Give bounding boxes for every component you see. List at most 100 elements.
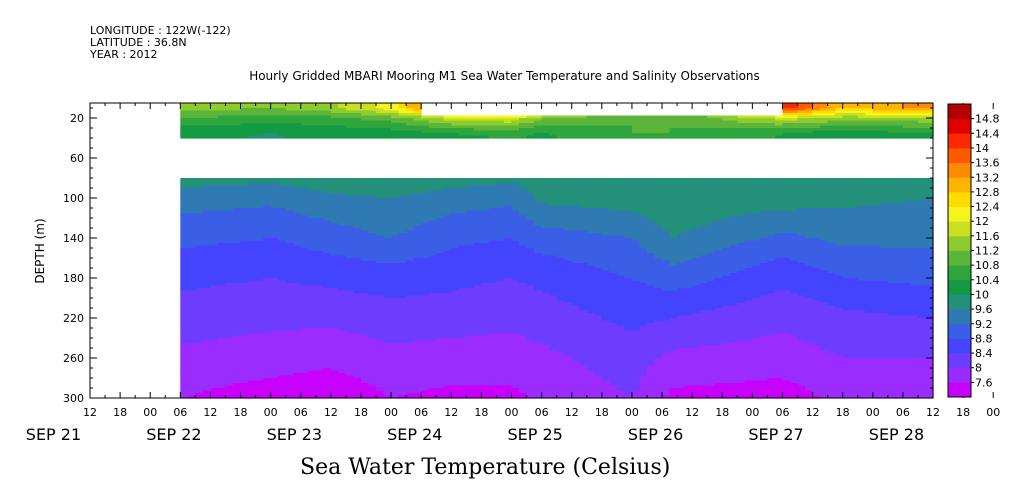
heatmap-cell [338, 273, 347, 277]
heatmap-cell [458, 240, 467, 244]
heatmap-cell [451, 235, 460, 239]
heatmap-cell [330, 270, 339, 274]
heatmap-cell [338, 315, 347, 319]
heatmap-cell [263, 373, 272, 377]
heatmap-cell [240, 303, 249, 307]
heatmap-cell [248, 343, 257, 347]
heatmap-cell [202, 255, 212, 259]
heatmap-cell [503, 295, 513, 299]
heatmap-cell [345, 178, 355, 182]
heatmap-cell [391, 318, 400, 322]
heatmap-cell [376, 223, 385, 227]
heatmap-cell [187, 370, 196, 374]
heatmap-cell [383, 360, 392, 364]
heatmap-cell [338, 178, 347, 182]
heatmap-cell [263, 248, 272, 252]
heatmap-cell [308, 343, 317, 347]
heatmap-cell [503, 275, 513, 279]
heatmap-cell [240, 248, 249, 252]
heatmap-cell [534, 265, 543, 269]
heatmap-cell [451, 395, 460, 399]
heatmap-cell [308, 245, 317, 249]
heatmap-cell [398, 345, 407, 349]
heatmap-cell [210, 213, 219, 217]
heatmap-cell [376, 395, 385, 399]
heatmap-cell [285, 208, 294, 212]
heatmap-cell [443, 183, 452, 187]
heatmap-cell [413, 328, 422, 332]
heatmap-cell [488, 373, 498, 377]
heatmap-cell [338, 130, 347, 134]
heatmap-cell [308, 303, 317, 307]
heatmap-cell [263, 285, 272, 289]
heatmap-cell [360, 388, 370, 392]
heatmap-cell [488, 355, 498, 359]
heatmap-cell [233, 358, 242, 362]
heatmap-cell [458, 270, 467, 274]
heatmap-cell [308, 135, 317, 139]
heatmap-cell [511, 338, 520, 342]
heatmap-cell [308, 243, 317, 247]
heatmap-cell [225, 283, 234, 287]
heatmap-cell [300, 103, 309, 107]
heatmap-cell [323, 380, 332, 384]
heatmap-cell [436, 335, 445, 339]
heatmap-cell [368, 395, 377, 399]
heatmap-cell [255, 220, 264, 224]
heatmap-cell [308, 200, 317, 204]
heatmap-cell [466, 188, 475, 192]
heatmap-cell [233, 343, 242, 347]
heatmap-cell [473, 135, 482, 139]
heatmap-cell [225, 343, 234, 347]
heatmap-cell [338, 200, 347, 204]
heatmap-cell [210, 315, 219, 319]
heatmap-cell [210, 110, 219, 114]
heatmap-cell [330, 358, 339, 362]
heatmap-cell [488, 260, 498, 264]
heatmap-cell [338, 235, 347, 239]
heatmap-cell [406, 108, 415, 112]
heatmap-cell [534, 255, 543, 259]
heatmap-cell [202, 393, 212, 397]
heatmap-cell [225, 258, 234, 262]
heatmap-cell [473, 383, 482, 387]
heatmap-cell [338, 365, 347, 369]
heatmap-cell [210, 328, 219, 332]
heatmap-cell [519, 328, 528, 332]
heatmap-cell [187, 388, 196, 392]
heatmap-cell [526, 270, 535, 274]
heatmap-cell [353, 328, 362, 332]
heatmap-cell [541, 278, 550, 282]
heatmap-cell [353, 305, 362, 309]
heatmap-cell [436, 383, 445, 387]
heatmap-cell [421, 235, 430, 239]
heatmap-cell [225, 198, 234, 202]
heatmap-cell [202, 193, 212, 197]
heatmap-cell [278, 390, 287, 394]
heatmap-cell [488, 325, 498, 329]
heatmap-cell [511, 263, 520, 267]
heatmap-cell [458, 298, 467, 302]
heatmap-cell [503, 233, 513, 237]
heatmap-cell [541, 338, 550, 342]
heatmap-cell [526, 370, 535, 374]
heatmap-cell [210, 205, 219, 209]
heatmap-cell [391, 133, 400, 137]
heatmap-cell [458, 233, 467, 237]
heatmap-cell [240, 265, 249, 269]
heatmap-cell [398, 113, 407, 117]
heatmap-cell [180, 185, 189, 189]
heatmap-cell [428, 320, 437, 324]
heatmap-cell [180, 378, 189, 382]
heatmap-cell [300, 268, 309, 272]
heatmap-cell [534, 295, 543, 299]
heatmap-cell [330, 373, 339, 377]
heatmap-cell [270, 283, 279, 287]
heatmap-cell [323, 225, 332, 229]
heatmap-cell [451, 323, 460, 327]
heatmap-cell [360, 325, 370, 329]
heatmap-cell [353, 385, 362, 389]
heatmap-cell [217, 315, 227, 319]
heatmap-cell [496, 118, 505, 122]
heatmap-cell [488, 348, 498, 352]
